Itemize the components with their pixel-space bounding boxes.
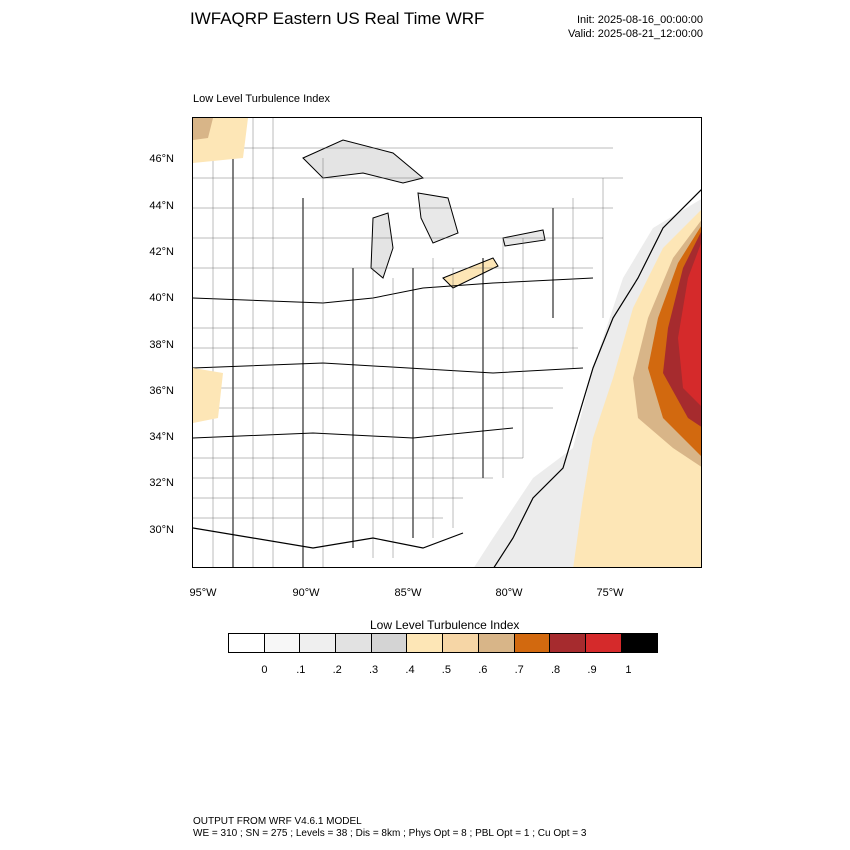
colorbar-tick-label: .7	[514, 664, 524, 676]
model-info-line2: WE = 310 ; SN = 275 ; Levels = 38 ; Dis …	[193, 828, 587, 839]
colorbar-swatch	[621, 634, 658, 652]
lat-label: 42°N	[149, 246, 174, 258]
colorbar-swatch	[514, 634, 551, 652]
lon-label: 85°W	[394, 587, 422, 599]
colorbar-tick-label: 0	[261, 664, 268, 676]
colorbar-swatch	[443, 634, 479, 652]
run-times: Init: 2025-08-16_00:00:00 Valid: 2025-08…	[568, 13, 703, 41]
colorbar	[228, 633, 659, 653]
model-info-line1: OUTPUT FROM WRF V4.6.1 MODEL	[193, 816, 362, 827]
colorbar-swatch	[550, 634, 586, 652]
colorbar-swatch	[407, 634, 444, 652]
colorbar-tick-label: .4	[405, 664, 415, 676]
map-svg	[193, 118, 701, 567]
lake-michigan	[370, 212, 394, 279]
turbulence-nw-core	[193, 118, 213, 140]
lat-label: 40°N	[149, 292, 174, 304]
turbulence-1.0	[678, 243, 701, 406]
map-panel	[192, 117, 702, 568]
colorbar-tick-label: .1	[296, 664, 306, 676]
lon-label: 80°W	[495, 587, 523, 599]
gulf-coastline	[193, 527, 464, 549]
valid-time: Valid: 2025-08-21_12:00:00	[568, 28, 703, 40]
coastline	[493, 189, 701, 567]
lake-erie	[442, 257, 499, 289]
turbulence-sw-patch	[193, 368, 223, 423]
county-boundaries	[193, 118, 623, 567]
colorbar-swatch	[478, 634, 515, 652]
lat-label: 46°N	[149, 153, 174, 165]
lat-label: 30°N	[149, 524, 174, 536]
colorbar-tick-label: .8	[551, 664, 561, 676]
lon-label: 75°W	[596, 587, 624, 599]
colorbar-swatch	[336, 634, 372, 652]
lat-label: 32°N	[149, 477, 174, 489]
colorbar-swatch	[229, 634, 265, 652]
lat-label: 38°N	[149, 339, 174, 351]
colorbar-tick-label: .9	[587, 664, 597, 676]
land-area	[193, 118, 701, 567]
plot-label: Low Level Turbulence Index	[193, 93, 330, 105]
lon-label: 90°W	[292, 587, 320, 599]
colorbar-tick-label: .5	[441, 664, 451, 676]
lat-label: 36°N	[149, 385, 174, 397]
colorbar-swatch	[585, 634, 622, 652]
colorbar-tick-label: 1	[625, 664, 632, 676]
lake-superior	[302, 139, 425, 184]
colorbar-title: Low Level Turbulence Index	[370, 618, 520, 632]
chart-title: IWFAQRP Eastern US Real Time WRF	[190, 9, 485, 28]
init-time: Init: 2025-08-16_00:00:00	[577, 14, 703, 26]
colorbar-tick-label: .6	[478, 664, 488, 676]
lat-label: 34°N	[149, 431, 174, 443]
colorbar-tick-label: .3	[369, 664, 379, 676]
colorbar-tick-label: .2	[332, 664, 342, 676]
lat-label: 44°N	[149, 200, 174, 212]
model-info: OUTPUT FROM WRF V4.6.1 MODEL WE = 310 ; …	[193, 816, 586, 840]
lon-label: 95°W	[189, 587, 217, 599]
colorbar-swatch	[300, 634, 337, 652]
colorbar-swatch	[371, 634, 408, 652]
colorbar-swatch	[264, 634, 301, 652]
